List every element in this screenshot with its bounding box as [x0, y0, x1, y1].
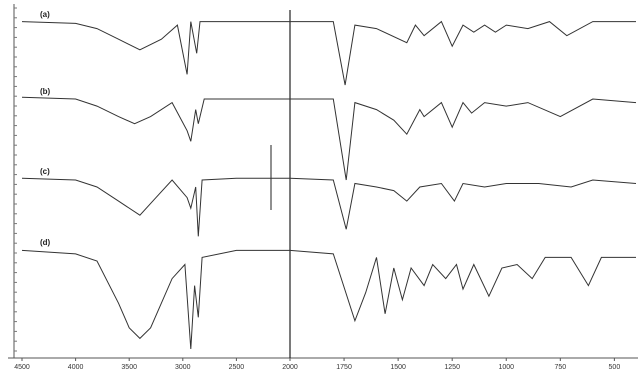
x-tick-label: 4500 — [14, 364, 30, 371]
series-label: (d) — [40, 238, 51, 247]
spectrum-line — [21, 249, 636, 350]
x-tick-label: 1250 — [444, 364, 460, 371]
x-tick-label: 1000 — [498, 364, 514, 371]
x-tick-label: 500 — [609, 364, 621, 371]
series-label: (a) — [40, 10, 50, 19]
series-label: (c) — [40, 167, 50, 176]
spectrum-line — [21, 20, 636, 86]
x-tick-label: 3000 — [175, 364, 191, 371]
x-tick-label: 750 — [554, 364, 566, 371]
spectrum-line — [21, 177, 637, 237]
series-label: (b) — [40, 87, 51, 96]
x-tick-label: 1500 — [390, 364, 406, 371]
x-tick-label: 3500 — [121, 364, 137, 371]
spectrum-line — [21, 96, 637, 181]
x-tick-label: 4000 — [68, 364, 84, 371]
x-tick-label: 2000 — [282, 364, 298, 371]
x-tick-label: 2500 — [229, 364, 245, 371]
x-tick-label: 1750 — [336, 364, 352, 371]
